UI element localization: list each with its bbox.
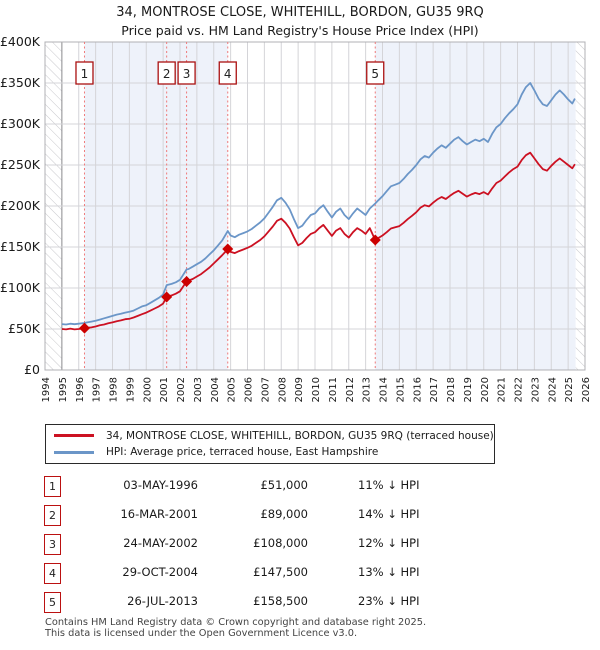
x-axis-tick-label: 1994 xyxy=(41,377,52,402)
license-footer: Contains HM Land Registry data © Crown c… xyxy=(45,617,426,639)
x-axis-tick-label: 2025 xyxy=(564,377,575,402)
sale-number-box xyxy=(218,61,237,85)
x-axis-tick-label: 2021 xyxy=(497,377,508,402)
sale-number-box xyxy=(366,61,385,85)
sale-number-badge: 4 xyxy=(44,563,61,584)
legend-entry-property: 34, MONTROSE CLOSE, WHITEHILL, BORDON, G… xyxy=(46,428,494,443)
x-axis-tick-label: 2000 xyxy=(142,377,153,402)
sale-number-badge: 1 xyxy=(44,476,61,497)
y-axis-tick-label: £150K xyxy=(0,239,41,254)
sale-number-badge: 3 xyxy=(44,534,61,555)
sale-price: £147,500 xyxy=(253,565,308,579)
x-axis-tick-label: 1997 xyxy=(92,377,103,402)
x-axis-tick-label: 1998 xyxy=(109,377,120,402)
sale-price: £89,000 xyxy=(260,507,308,521)
svg-text:5: 5 xyxy=(371,67,379,81)
legend-label-hpi: HPI: Average price, terraced house, East… xyxy=(106,446,379,459)
sale-vs-hpi: 13% ↓ HPI xyxy=(358,565,420,579)
sale-marker xyxy=(78,322,90,334)
x-axis-tick-label: 2010 xyxy=(311,377,322,402)
table-row: 1 03-MAY-1996 £51,000 11% ↓ HPI xyxy=(42,474,562,503)
x-axis-tick-label: 2009 xyxy=(294,377,305,402)
x-axis-tick-label: 2019 xyxy=(463,377,474,402)
x-axis-tick-label: 2023 xyxy=(530,377,541,402)
x-axis-tick-label: 2008 xyxy=(277,377,288,402)
table-row: 5 26-JUL-2013 £158,500 23% ↓ HPI xyxy=(42,590,562,619)
y-axis-tick-label: £350K xyxy=(0,75,41,90)
table-row: 3 24-MAY-2002 £108,000 12% ↓ HPI xyxy=(42,532,562,561)
x-axis-tick-label: 2022 xyxy=(514,377,525,402)
x-axis-tick-label: 2026 xyxy=(581,377,592,402)
x-axis-tick-label: 2014 xyxy=(379,377,390,402)
table-row: 4 29-OCT-2004 £147,500 13% ↓ HPI xyxy=(42,561,562,590)
footer-line1: Contains HM Land Registry data © Crown c… xyxy=(45,617,427,628)
x-axis-tick-label: 2004 xyxy=(210,377,221,402)
page-title: 34, MONTROSE CLOSE, WHITEHILL, BORDON, G… xyxy=(116,5,484,20)
legend-entry-hpi: HPI: Average price, terraced house, East… xyxy=(46,445,494,460)
x-axis-tick-label: 1995 xyxy=(58,377,69,402)
y-axis-tick-label: £200K xyxy=(0,198,41,213)
footer-line2: This data is licensed under the Open Gov… xyxy=(45,628,358,639)
sale-date: 24-MAY-2002 xyxy=(123,536,198,550)
x-axis-tick-label: 1999 xyxy=(125,377,136,402)
sale-number-badge: 2 xyxy=(44,505,61,526)
x-axis-tick-label: 2001 xyxy=(159,377,170,402)
x-axis-tick-label: 2016 xyxy=(412,377,423,402)
sale-vs-hpi: 23% ↓ HPI xyxy=(358,594,420,608)
page-subtitle: Price paid vs. HM Land Registry's House … xyxy=(121,23,479,38)
sale-number-box xyxy=(157,61,176,85)
y-axis-tick-label: £250K xyxy=(0,157,41,172)
hpi-line-swatch xyxy=(54,450,94,454)
sale-date: 03-MAY-1996 xyxy=(123,478,198,492)
sale-price: £158,500 xyxy=(253,594,308,608)
y-axis-tick-label: £400K xyxy=(0,34,41,49)
sale-marker xyxy=(369,234,381,246)
x-axis-tick-label: 2002 xyxy=(176,377,187,402)
sale-marker xyxy=(181,275,193,287)
svg-text:2: 2 xyxy=(163,67,171,81)
y-axis-tick-label: £100K xyxy=(0,280,41,295)
sale-vs-hpi: 12% ↓ HPI xyxy=(358,536,420,550)
sale-vs-hpi: 11% ↓ HPI xyxy=(358,478,420,492)
property-line-swatch xyxy=(54,434,94,438)
x-axis-tick-label: 2017 xyxy=(429,377,440,402)
x-axis-tick-label: 2013 xyxy=(362,377,373,402)
y-axis-tick-label: £300K xyxy=(0,116,41,131)
sale-vs-hpi: 14% ↓ HPI xyxy=(358,507,420,521)
table-row: 2 16-MAR-2001 £89,000 14% ↓ HPI xyxy=(42,503,562,532)
x-axis-tick-label: 2006 xyxy=(244,377,255,402)
x-axis-tick-label: 1996 xyxy=(75,377,86,402)
sale-number-badge: 5 xyxy=(44,592,61,613)
sale-price: £51,000 xyxy=(260,478,308,492)
x-axis-tick-label: 2007 xyxy=(260,377,271,402)
sale-number-box xyxy=(177,61,196,85)
x-axis-tick-label: 2015 xyxy=(395,377,406,402)
x-axis-tick-label: 2012 xyxy=(345,377,356,402)
sale-date: 29-OCT-2004 xyxy=(122,565,198,579)
x-axis-tick-label: 2018 xyxy=(446,377,457,402)
x-axis-tick-label: 2003 xyxy=(193,377,204,402)
x-axis-tick-label: 2011 xyxy=(328,377,339,402)
sale-date: 16-MAR-2001 xyxy=(120,507,198,521)
y-axis-tick-label: £0 xyxy=(24,362,40,377)
sale-marker xyxy=(222,243,234,255)
x-axis-tick-label: 2020 xyxy=(480,377,491,402)
svg-text:4: 4 xyxy=(224,67,232,81)
y-axis-tick-label: £50K xyxy=(8,321,41,336)
sale-marker xyxy=(161,291,173,303)
svg-text:3: 3 xyxy=(183,67,191,81)
sale-price: £108,000 xyxy=(253,536,308,550)
x-axis-tick-label: 2005 xyxy=(227,377,238,402)
sale-number-box xyxy=(75,61,94,85)
svg-text:1: 1 xyxy=(81,67,89,81)
sale-date: 26-JUL-2013 xyxy=(127,594,198,608)
chart-legend: 34, MONTROSE CLOSE, WHITEHILL, BORDON, G… xyxy=(45,424,495,464)
legend-label-property: 34, MONTROSE CLOSE, WHITEHILL, BORDON, G… xyxy=(106,429,494,442)
price-history-chart: 1 2 3 4 5£0£50K£100K£150K£200K£250K£300K£350… xyxy=(0,34,592,402)
x-axis-tick-label: 2024 xyxy=(547,377,558,402)
